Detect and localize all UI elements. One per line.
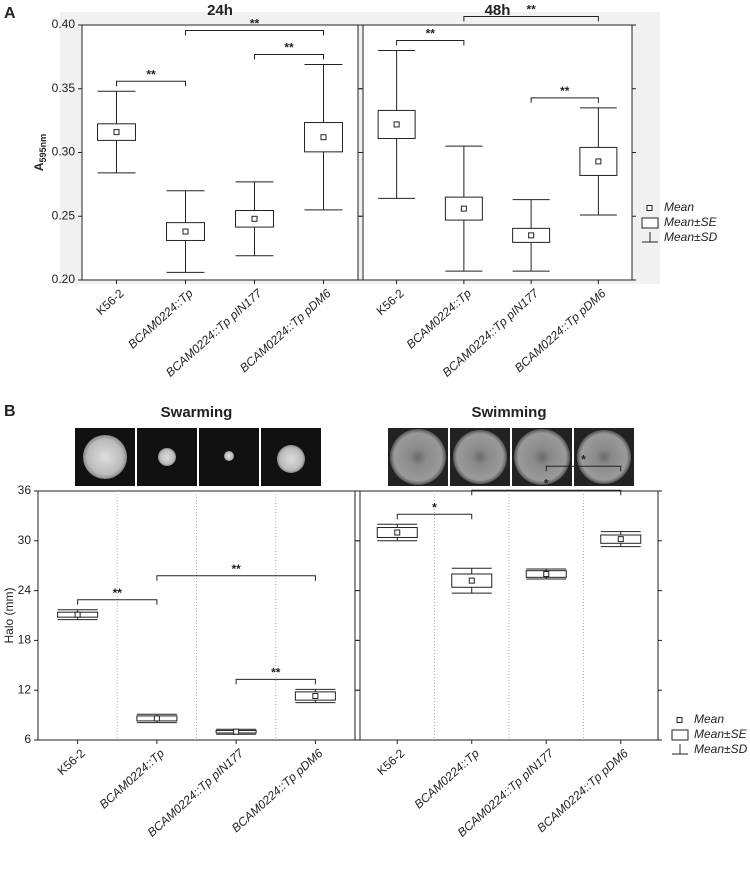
legend-se [641, 217, 659, 229]
mean-marker [468, 577, 475, 584]
y-tick-label: 24 [18, 583, 32, 597]
legend-mean [676, 717, 683, 723]
significance-label: * [432, 500, 437, 514]
significance-label: ** [250, 17, 260, 31]
significance-bracket [471, 489, 622, 496]
significance-label: ** [560, 84, 570, 98]
significance-bracket [396, 40, 465, 46]
halo [224, 451, 234, 461]
significance-bracket [116, 80, 186, 87]
mean-marker [320, 134, 327, 141]
legend-mean [646, 205, 653, 211]
halo [277, 445, 305, 473]
legend-se [671, 729, 689, 741]
halo-images [75, 428, 634, 486]
y-axis-label: A595nm [32, 134, 48, 171]
panel-label: B [4, 403, 16, 420]
chart-title: Swarming [161, 404, 233, 421]
halo [453, 430, 507, 484]
chart-title: Swimming [471, 404, 546, 421]
y-tick-label: 0.35 [52, 81, 76, 95]
significance-label: * [544, 476, 549, 490]
halo [577, 430, 631, 484]
significance-label: * [581, 452, 586, 466]
legend-sd [672, 744, 688, 755]
halo [158, 448, 176, 466]
x-tick-label: BCAM0224::Tp [404, 286, 475, 352]
significance-bracket [254, 54, 324, 60]
y-axis-label-sub: 595nm [38, 134, 48, 163]
significance-label: ** [113, 586, 123, 600]
significance-bracket [396, 513, 473, 520]
mean-marker [543, 571, 550, 577]
chart-title: 48h [485, 2, 511, 19]
y-tick-label: 0.25 [52, 208, 76, 222]
y-tick-label: 0.20 [52, 272, 76, 286]
halo [514, 429, 570, 485]
mean-marker [617, 536, 624, 543]
x-tick-label: BCAM0224::Tp pDM6 [229, 746, 326, 835]
legend-label: Mean [694, 712, 724, 726]
mean-marker [528, 232, 535, 239]
significance-bracket [156, 575, 316, 581]
mean-marker [460, 205, 467, 212]
x-tick-label: BCAM0224::Tp [125, 286, 196, 352]
significance-bracket [530, 97, 599, 103]
mean-marker [251, 215, 258, 222]
mean-marker [182, 228, 189, 235]
halo [83, 435, 127, 479]
mean-marker [393, 121, 400, 128]
mean-marker [153, 715, 160, 722]
x-tick-label: BCAM0224::Tp [412, 746, 483, 812]
y-tick-label: 12 [18, 682, 32, 696]
mean-marker [74, 611, 81, 618]
panel-label: A [4, 5, 16, 22]
x-tick-label: K56-2 [374, 286, 407, 318]
x-tick-label: K56-2 [374, 746, 407, 778]
significance-label: ** [146, 67, 156, 81]
plot-area [81, 24, 359, 281]
y-tick-label: 18 [18, 633, 32, 647]
mean-marker [233, 728, 240, 735]
significance-bracket [463, 16, 599, 22]
x-tick-label: BCAM0224::Tp [97, 746, 168, 812]
y-tick-label: 0.30 [52, 145, 76, 159]
x-tick-label: K56-2 [55, 746, 88, 778]
legend-label: Mean±SE [664, 215, 718, 229]
significance-label: ** [426, 27, 436, 41]
significance-label: ** [526, 3, 536, 17]
significance-label: ** [284, 41, 294, 55]
legend-label: Mean±SD [664, 230, 718, 244]
legend-label: Mean [664, 200, 694, 214]
significance-label: ** [271, 666, 281, 680]
y-tick-label: 6 [24, 732, 31, 746]
mean-marker [394, 529, 401, 536]
significance-bracket [77, 599, 158, 605]
significance-label: ** [231, 562, 241, 576]
legend-label: Mean±SE [694, 727, 748, 741]
significance-bracket [185, 30, 324, 36]
significance-bracket [545, 465, 622, 472]
chart-title: 24h [207, 2, 233, 19]
mean-marker [312, 693, 319, 700]
significance-bracket [235, 678, 316, 685]
y-tick-label: 30 [18, 533, 32, 547]
y-tick-label: 36 [18, 483, 32, 497]
halo [390, 429, 446, 485]
mean-marker [595, 158, 602, 165]
legend-label: Mean±SD [694, 742, 748, 756]
x-tick-label: K56-2 [93, 286, 126, 318]
y-tick-label: 0.40 [52, 17, 76, 31]
y-axis-label: Halo (mm) [2, 587, 16, 643]
legend-sd [642, 232, 658, 243]
mean-marker [113, 129, 120, 136]
